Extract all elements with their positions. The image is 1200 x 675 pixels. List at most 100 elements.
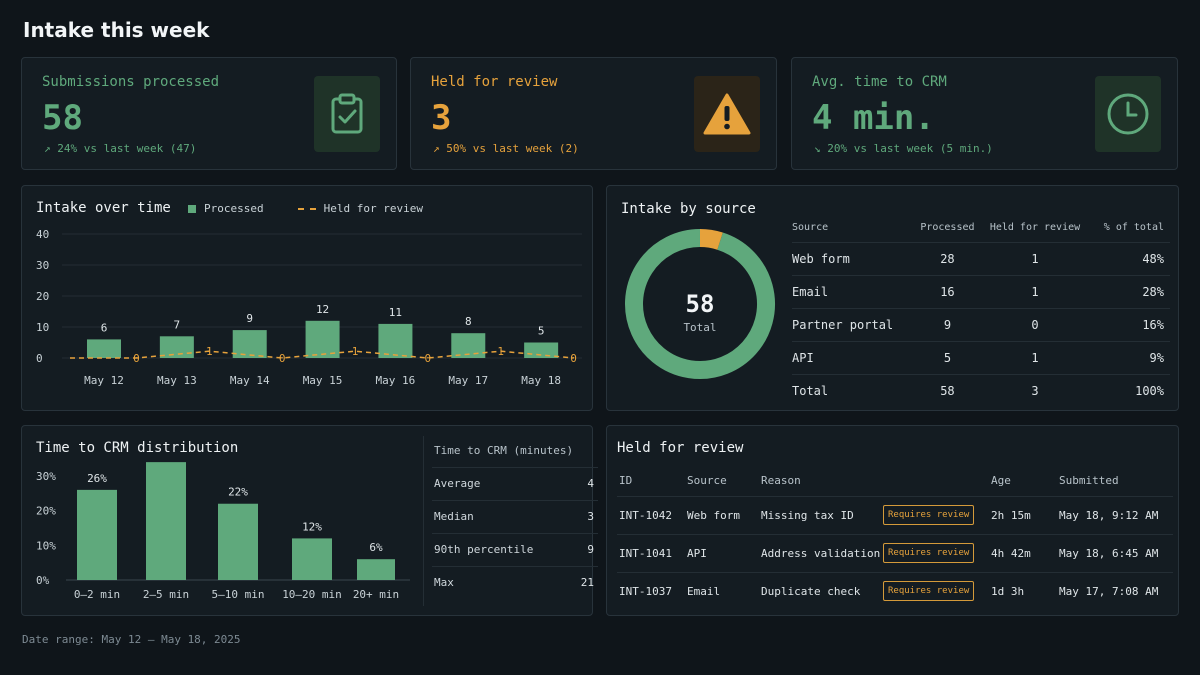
held-count: 1 (980, 340, 1090, 374)
source-table: Source Processed Held for review % of to… (792, 214, 1170, 407)
bar-value-label: 9 (246, 312, 253, 325)
table-row[interactable]: Partner portal 9 0 16% (792, 307, 1170, 341)
table-row-total: Total 58 3 100% (792, 373, 1170, 407)
dist-bar (146, 462, 186, 580)
date-range-footer: Date range: May 12 – May 18, 2025 (22, 633, 241, 646)
warning-icon (694, 76, 760, 152)
x-tick-label: 2–5 min (143, 588, 189, 601)
kpi-card-processed[interactable]: Submissions processed 58 ↗ 24% vs last w… (21, 57, 397, 170)
kpi-label: Held for review (431, 74, 558, 90)
held-point-label: 0 (133, 352, 140, 365)
stats-row: Average 4 (432, 466, 598, 500)
table-row[interactable]: INT-1041 API Address validation Requires… (617, 533, 1173, 572)
x-tick-label: 10–20 min (282, 588, 342, 601)
source-name: Total (792, 373, 915, 407)
held-id: INT-1041 (617, 533, 685, 572)
x-tick-label: May 12 (84, 374, 124, 387)
y-tick-label: 20 (36, 290, 49, 303)
source-name: Partner portal (792, 307, 915, 341)
col-age: Age (991, 474, 1011, 488)
bar-value-label: 6 (101, 321, 108, 334)
dist-bar (292, 538, 332, 580)
bar-value-label: 7 (174, 318, 181, 331)
dist-bar (218, 503, 258, 580)
bar-value-label: 11 (389, 306, 402, 319)
x-tick-label: 20+ min (353, 588, 399, 601)
col-submitted: Submitted (1059, 474, 1119, 488)
stats-row: Median 3 (432, 499, 598, 533)
stats-header-row: Time to CRM (minutes) (432, 434, 598, 467)
processed-count: 9 (914, 307, 981, 341)
y-tick-label: 40 (36, 228, 49, 241)
stat-label: Max (432, 565, 572, 599)
held-age: 2h 15m (989, 495, 1057, 534)
y-tick-label: 0 (36, 352, 43, 365)
bar-value-label: 8 (465, 315, 472, 328)
held-point-label: 0 (279, 352, 286, 365)
table-row[interactable]: API 5 1 9% (792, 340, 1170, 374)
x-tick-label: May 13 (157, 374, 197, 387)
page-title: Intake this week (23, 18, 210, 42)
held-point-label: 1 (206, 345, 213, 358)
processed-count: 16 (914, 274, 981, 308)
table-row[interactable]: INT-1037 Email Duplicate check Requires … (617, 571, 1173, 610)
held-submitted: May 18, 9:12 AM (1057, 495, 1173, 534)
x-tick-label: 0–2 min (74, 588, 120, 601)
stat-label: 90th percentile (432, 532, 572, 566)
source-name: API (792, 340, 915, 374)
kpi-card-held[interactable]: Held for review 3 ↗ 50% vs last week (2) (410, 57, 777, 170)
intake-donut-chart: 58 Total (625, 229, 775, 379)
x-tick-label: May 17 (448, 374, 488, 387)
intake-by-source-title: Intake by source (621, 201, 756, 217)
stats-header: Time to CRM (minutes) (434, 443, 574, 457)
bar-processed (232, 330, 267, 358)
held-count: 1 (980, 241, 1090, 275)
y-tick-label: 20% (36, 505, 56, 518)
requires-review-badge[interactable]: Requires review (883, 581, 975, 602)
source-name: Web form (792, 241, 915, 275)
dist-bar-label: 12% (302, 520, 322, 533)
y-tick-label: 30% (36, 470, 56, 483)
held-source: API (685, 533, 759, 572)
x-tick-label: May 14 (230, 374, 270, 387)
clipboard-check-icon (314, 76, 380, 152)
held-count: 0 (980, 307, 1090, 341)
col-status (881, 466, 989, 496)
held-reason: Address validation (759, 533, 881, 572)
requires-review-badge[interactable]: Requires review (883, 543, 975, 563)
table-row[interactable]: INT-1042 Web form Missing tax ID Require… (617, 495, 1173, 534)
dist-bar-label: 6% (369, 541, 383, 554)
legend-swatch-held (297, 207, 316, 210)
dist-bar-label: 26% (87, 472, 107, 485)
kpi-label: Avg. time to CRM (812, 74, 947, 90)
stat-label: Median (432, 499, 572, 533)
requires-review-badge[interactable]: Requires review (883, 505, 975, 525)
percent-total: 9% (1089, 340, 1170, 374)
bar-processed (159, 336, 194, 358)
held-point-label: 0 (425, 352, 432, 365)
percent-total: 28% (1089, 274, 1170, 308)
stat-value: 21 (571, 565, 598, 599)
y-tick-label: 0% (36, 574, 50, 587)
kpi-value: 4 min. (812, 98, 935, 138)
chart-legend: Processed Held for review (188, 202, 423, 215)
held-point-label: 0 (570, 352, 577, 365)
kpi-value: 3 (431, 98, 452, 138)
processed-count: 58 (914, 373, 981, 407)
stat-value: 3 (571, 499, 598, 533)
stat-label: Average (432, 466, 572, 500)
donut-center-value: 58 (686, 290, 715, 318)
x-tick-label: May 16 (376, 374, 416, 387)
held-source: Email (685, 571, 759, 610)
distribution-title: Time to CRM distribution (36, 440, 239, 456)
kpi-card-avg-time[interactable]: Avg. time to CRM 4 min. ↘ 20% vs last we… (791, 57, 1178, 170)
dist-bar (77, 489, 117, 580)
distribution-stats-table: Time to CRM (minutes) Average 4 Median 3… (432, 434, 598, 599)
intake-by-source-panel: Intake by source 58 Total Source Processe… (606, 185, 1179, 411)
col-id: ID (619, 474, 633, 488)
col-percent: % of total (1103, 222, 1164, 234)
table-row[interactable]: Web form 28 1 48% (792, 241, 1170, 275)
table-row[interactable]: Email 16 1 28% (792, 274, 1170, 308)
held-point-label: 1 (497, 345, 504, 358)
